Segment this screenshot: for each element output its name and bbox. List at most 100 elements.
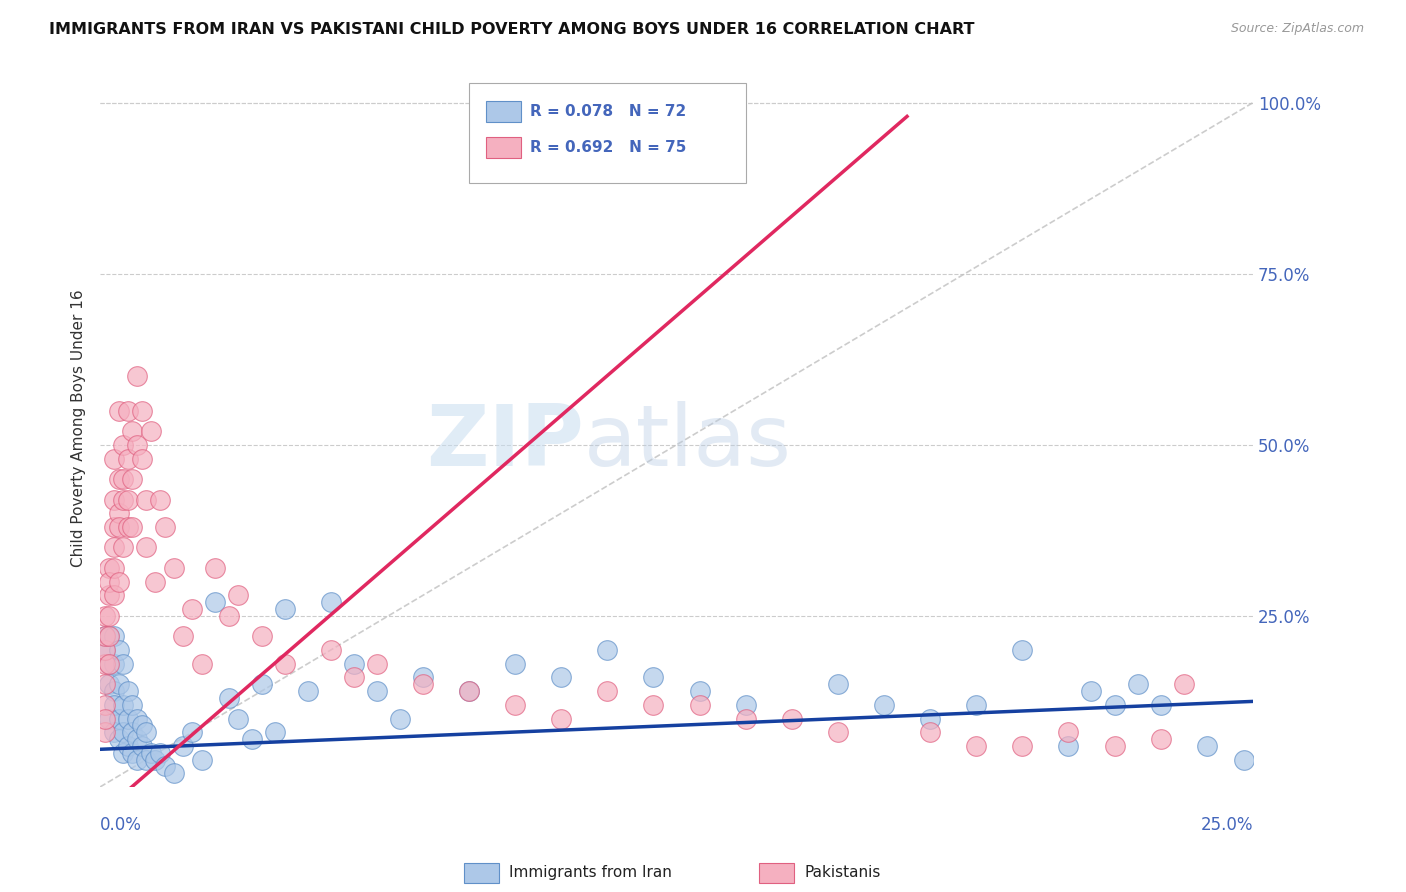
- Point: [93, 629, 115, 643]
- Point: [135, 541, 157, 555]
- Point: [93, 698, 115, 712]
- Point: [273, 602, 295, 616]
- Point: [1011, 739, 1033, 753]
- Point: [264, 725, 287, 739]
- Point: [343, 670, 366, 684]
- Point: [98, 608, 121, 623]
- Point: [98, 712, 121, 726]
- Point: [218, 608, 240, 623]
- Point: [98, 657, 121, 671]
- Point: [827, 725, 849, 739]
- Point: [117, 684, 139, 698]
- Point: [458, 684, 481, 698]
- Point: [93, 643, 115, 657]
- Point: [107, 506, 129, 520]
- Point: [218, 690, 240, 705]
- Point: [190, 753, 212, 767]
- Text: Pakistanis: Pakistanis: [804, 865, 880, 880]
- Point: [920, 725, 942, 739]
- Point: [103, 561, 125, 575]
- Point: [1011, 643, 1033, 657]
- Point: [172, 629, 194, 643]
- FancyBboxPatch shape: [470, 83, 745, 184]
- Point: [319, 595, 342, 609]
- Point: [550, 712, 572, 726]
- Point: [172, 739, 194, 753]
- Point: [873, 698, 896, 712]
- Text: atlas: atlas: [585, 401, 792, 483]
- Point: [228, 712, 250, 726]
- Point: [163, 766, 186, 780]
- Point: [121, 746, 143, 760]
- Bar: [486, 136, 520, 158]
- Point: [734, 712, 756, 726]
- Point: [1126, 677, 1149, 691]
- Point: [125, 438, 148, 452]
- Point: [112, 541, 135, 555]
- Point: [149, 492, 172, 507]
- Point: [1195, 739, 1218, 753]
- Point: [297, 684, 319, 698]
- Point: [131, 451, 153, 466]
- Text: ZIP: ZIP: [426, 401, 585, 483]
- Point: [107, 732, 129, 747]
- Text: R = 0.692   N = 75: R = 0.692 N = 75: [530, 140, 686, 155]
- Point: [273, 657, 295, 671]
- Point: [103, 657, 125, 671]
- Point: [250, 677, 273, 691]
- Point: [135, 725, 157, 739]
- Point: [204, 595, 226, 609]
- Point: [689, 698, 711, 712]
- Point: [153, 759, 176, 773]
- Point: [366, 684, 388, 698]
- Point: [145, 753, 167, 767]
- Point: [121, 520, 143, 534]
- Point: [596, 643, 619, 657]
- Text: 0.0%: 0.0%: [100, 815, 142, 834]
- Point: [107, 643, 129, 657]
- Point: [103, 492, 125, 507]
- Text: 25.0%: 25.0%: [1201, 815, 1253, 834]
- Point: [112, 725, 135, 739]
- Point: [103, 541, 125, 555]
- Point: [121, 725, 143, 739]
- Point: [343, 657, 366, 671]
- Point: [131, 403, 153, 417]
- Point: [503, 698, 526, 712]
- Point: [965, 739, 987, 753]
- Point: [319, 643, 342, 657]
- Point: [734, 698, 756, 712]
- Text: Source: ZipAtlas.com: Source: ZipAtlas.com: [1230, 22, 1364, 36]
- Point: [112, 492, 135, 507]
- Point: [125, 712, 148, 726]
- Text: IMMIGRANTS FROM IRAN VS PAKISTANI CHILD POVERTY AMONG BOYS UNDER 16 CORRELATION : IMMIGRANTS FROM IRAN VS PAKISTANI CHILD …: [49, 22, 974, 37]
- Point: [98, 629, 121, 643]
- Point: [103, 698, 125, 712]
- Point: [149, 746, 172, 760]
- Point: [121, 472, 143, 486]
- Point: [135, 753, 157, 767]
- Point: [98, 657, 121, 671]
- Text: R = 0.078   N = 72: R = 0.078 N = 72: [530, 104, 686, 120]
- Point: [596, 684, 619, 698]
- Point: [827, 677, 849, 691]
- Point: [1104, 739, 1126, 753]
- Point: [93, 677, 115, 691]
- Point: [228, 588, 250, 602]
- Point: [643, 698, 665, 712]
- Point: [181, 602, 204, 616]
- Point: [503, 657, 526, 671]
- Point: [1149, 698, 1171, 712]
- Point: [1233, 753, 1256, 767]
- Point: [163, 561, 186, 575]
- Point: [139, 746, 162, 760]
- Point: [643, 670, 665, 684]
- Point: [1149, 732, 1171, 747]
- Point: [1173, 677, 1195, 691]
- Point: [412, 677, 434, 691]
- Point: [250, 629, 273, 643]
- Point: [107, 677, 129, 691]
- Point: [98, 561, 121, 575]
- Point: [107, 712, 129, 726]
- Point: [550, 670, 572, 684]
